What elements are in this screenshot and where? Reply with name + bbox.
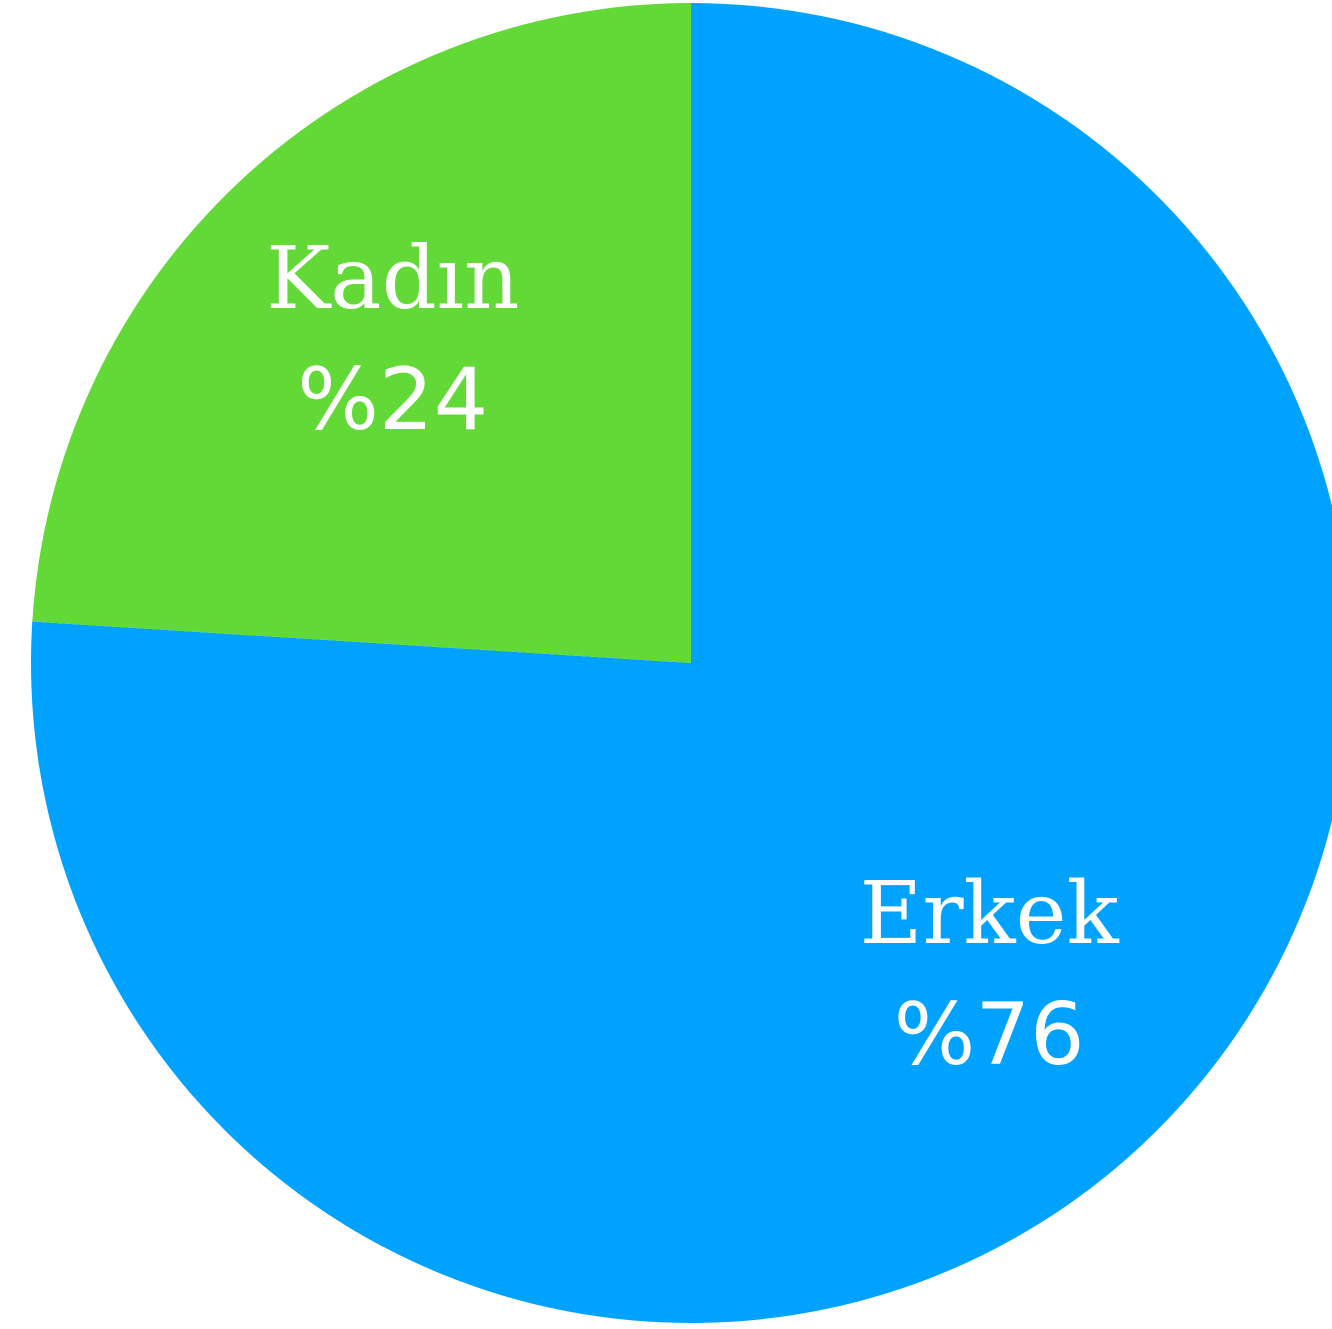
slice-label: Kadın	[266, 229, 519, 329]
slice-label: Erkek	[860, 864, 1120, 964]
slice-value-label: %76	[894, 985, 1085, 1085]
pie-slice	[31, 3, 1332, 1323]
pie-slice	[32, 3, 691, 663]
slice-value-label: %24	[297, 350, 488, 450]
